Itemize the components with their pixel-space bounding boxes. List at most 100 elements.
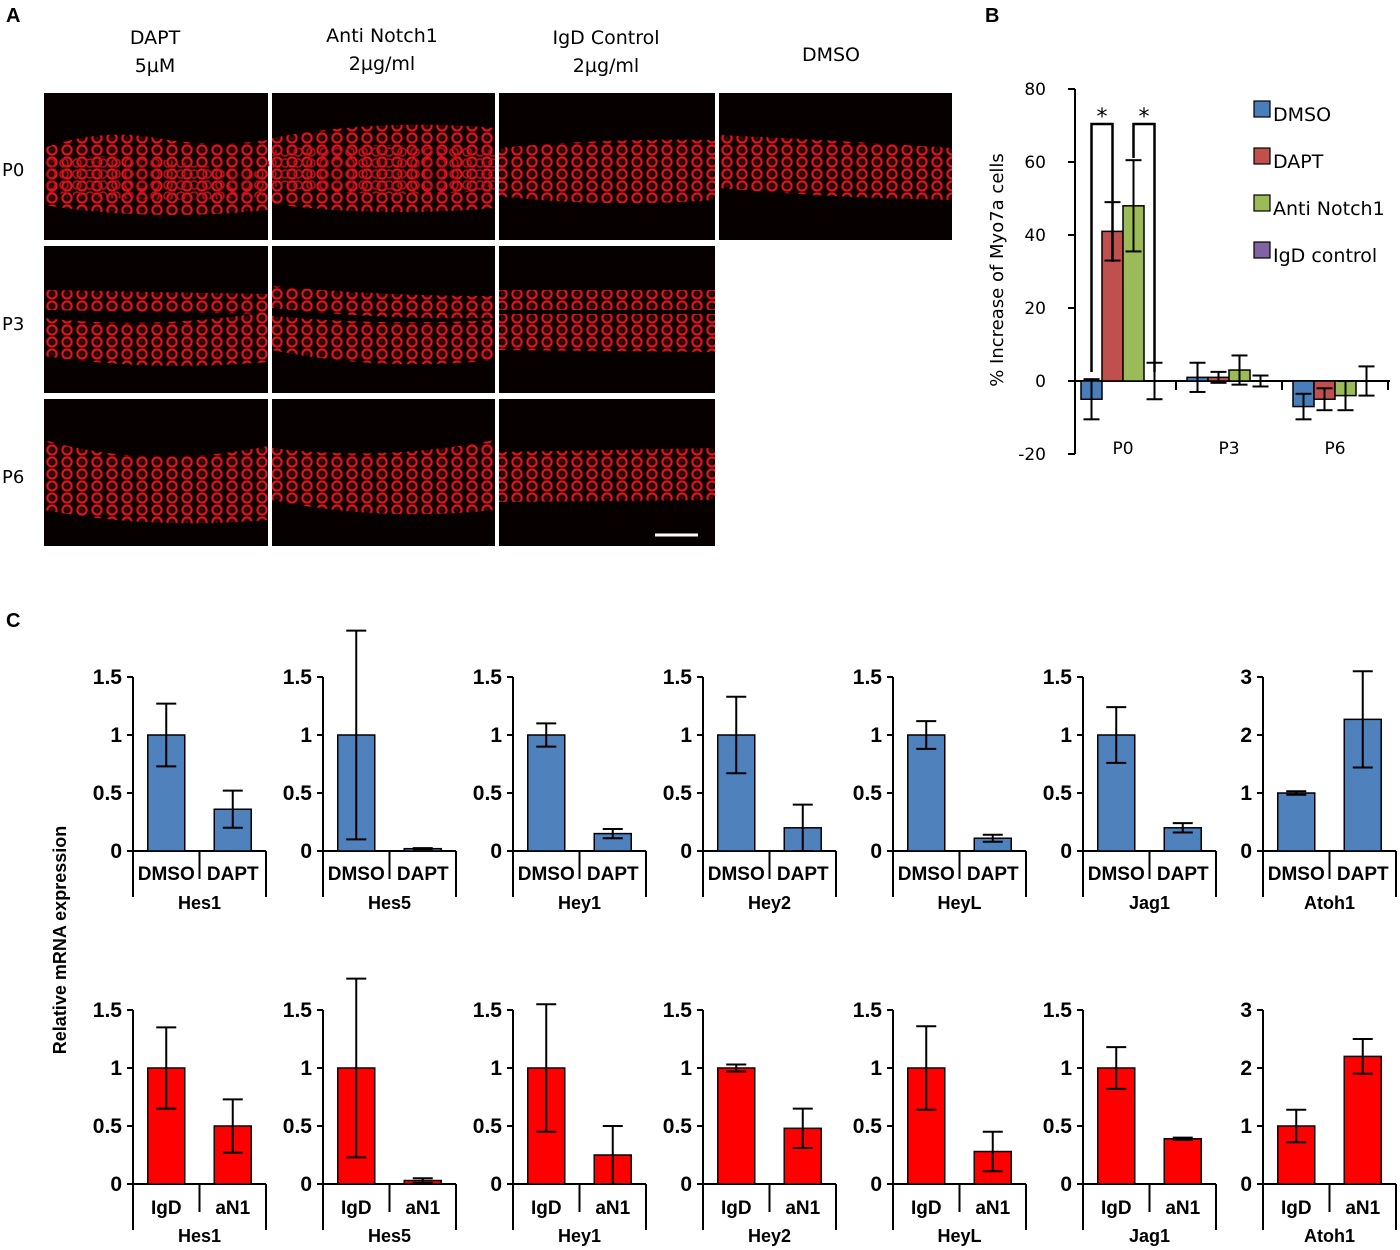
y-tick-label: 1.5 xyxy=(473,666,503,689)
x-category-label: aN1 xyxy=(1345,1198,1380,1219)
gene-label: Hey1 xyxy=(558,893,601,913)
subchart-hey2: 0 0.5 1 1.5 IgD aN1 Hey2 xyxy=(663,999,837,1246)
y-tick-label: 2 xyxy=(1240,724,1252,747)
x-category-label: DMSO xyxy=(138,864,195,885)
x-category-label: DAPT xyxy=(1157,864,1209,885)
y-tick-label: 1.5 xyxy=(93,666,123,689)
gene-label: HeyL xyxy=(937,1226,981,1246)
micrograph-dapt-p6 xyxy=(44,399,268,546)
gene-label: Hes5 xyxy=(368,893,411,913)
x-category-label: IgD xyxy=(721,1198,752,1219)
y-tick-label: 0 xyxy=(490,840,502,863)
y-tick-label: 0.5 xyxy=(663,782,693,805)
y-tick-label: 1 xyxy=(1240,1115,1252,1138)
y-tick-label: 0 xyxy=(110,1173,122,1196)
legend-swatch xyxy=(1253,241,1271,259)
micrograph-igd-control-p6 xyxy=(499,399,715,546)
subchart-heyl: 0 0.5 1 1.5 DMSO DAPT HeyL xyxy=(853,666,1027,913)
y-tick-label: 0 xyxy=(1240,1173,1252,1196)
y-tick-label: 1 xyxy=(110,1057,122,1080)
y-tick-label: 0.5 xyxy=(473,782,503,805)
row-label-p0: P0 xyxy=(2,160,24,181)
y-tick-label: 0 xyxy=(680,840,692,863)
gene-label: Hes5 xyxy=(368,1226,411,1246)
x-tick-label: P0 xyxy=(1112,439,1133,459)
column-title-line1: DMSO xyxy=(802,44,860,66)
y-tick-label: 1 xyxy=(300,724,312,747)
legend-label: Anti Notch1 xyxy=(1273,198,1385,220)
x-category-label: DMSO xyxy=(708,864,765,885)
x-category-label: aN1 xyxy=(975,1198,1010,1219)
gene-label: Hey2 xyxy=(748,1226,791,1246)
column-title-line1: Anti Notch1 xyxy=(326,25,438,47)
y-tick-label: 2 xyxy=(1240,1057,1252,1080)
micrograph-anti-notch1-p3 xyxy=(272,246,495,393)
subchart-hes1: 0 0.5 1 1.5 DMSO DAPT Hes1 xyxy=(93,666,267,913)
y-tick-label: 1 xyxy=(490,724,502,747)
y-tick-label: 40 xyxy=(1024,226,1046,246)
x-category-label: DAPT xyxy=(397,864,449,885)
x-category-label: DMSO xyxy=(328,864,385,885)
x-category-label: DAPT xyxy=(1337,864,1389,885)
y-tick-label: 0 xyxy=(680,1173,692,1196)
x-category-label: DMSO xyxy=(518,864,575,885)
bar-dmso xyxy=(907,734,946,852)
y-tick-label: 60 xyxy=(1024,153,1046,173)
panel-c: C Relative mRNA expression 0 0.5 1 1.5 DMSO D… xyxy=(6,610,1397,1246)
micrograph-igd-control-p3 xyxy=(499,246,715,393)
subchart-jag1: 0 0.5 1 1.5 IgD aN1 Jag1 xyxy=(1043,999,1217,1246)
chart-b: -20 0 20 40 60 80 P0 P3 P6 % Increase of Myo7a ce… xyxy=(987,80,1390,465)
micrograph-dapt-p3 xyxy=(44,246,268,393)
column-title-igd-control: IgD Control 2µg/ml xyxy=(552,27,659,77)
x-category-label: IgD xyxy=(341,1198,372,1219)
bar-an1 xyxy=(1163,1138,1202,1185)
y-axis-title: % Increase of Myo7a cells xyxy=(987,153,1008,387)
row-label-p3: P3 xyxy=(2,314,24,335)
x-category-label: DMSO xyxy=(898,864,955,885)
x-category-label: DAPT xyxy=(587,864,639,885)
subchart-hey1: 0 0.5 1 1.5 DMSO DAPT Hey1 xyxy=(473,666,647,913)
subchart-atoh1: 0 1 2 3 IgD aN1 Atoh1 xyxy=(1240,999,1397,1246)
y-tick-label: 1 xyxy=(1060,1057,1072,1080)
y-tick-label: 1 xyxy=(1240,782,1252,805)
gene-label: Hes1 xyxy=(178,1226,221,1246)
y-tick-label: 1.5 xyxy=(663,999,693,1022)
y-tick-label: 0 xyxy=(490,1173,502,1196)
y-tick-label: 1.5 xyxy=(663,666,693,689)
subchart-hes5: 0 0.5 1 1.5 DMSO DAPT Hes5 xyxy=(283,629,457,913)
x-tick-label: P6 xyxy=(1324,439,1345,459)
y-tick-label: 3 xyxy=(1240,666,1252,689)
column-title-line2: 2µg/ml xyxy=(573,55,639,77)
y-tick-label: 0.5 xyxy=(1043,782,1073,805)
bar-dmso xyxy=(1277,792,1316,852)
y-tick-label: 0 xyxy=(300,1173,312,1196)
y-tick-label: 20 xyxy=(1024,299,1046,319)
y-tick-label: 0 xyxy=(300,840,312,863)
x-category-label: aN1 xyxy=(785,1198,820,1219)
legend-swatch xyxy=(1253,100,1271,118)
y-tick-label: 0.5 xyxy=(473,1115,503,1138)
y-tick-label: 1 xyxy=(1060,724,1072,747)
panel-c-y-axis-title: Relative mRNA expression xyxy=(50,826,70,1054)
x-category-label: aN1 xyxy=(405,1198,440,1219)
micrograph-grid xyxy=(44,93,952,546)
gene-label: Jag1 xyxy=(1129,1226,1170,1246)
column-title-anti-notch1: Anti Notch1 2µg/ml xyxy=(326,25,438,75)
micrograph-anti-notch1-p0 xyxy=(272,93,495,240)
y-tick-label: 0.5 xyxy=(283,782,313,805)
column-title-dapt: DAPT 5µM xyxy=(130,27,181,77)
y-tick-label: 0.5 xyxy=(663,1115,693,1138)
subchart-atoh1: 0 1 2 3 DMSO DAPT Atoh1 xyxy=(1240,666,1397,913)
legend-label: DMSO xyxy=(1273,104,1331,126)
y-tick-label: 3 xyxy=(1240,999,1252,1022)
column-title-line1: IgD Control xyxy=(552,27,659,49)
x-category-label: DAPT xyxy=(777,864,829,885)
y-tick-label: 0.5 xyxy=(283,1115,313,1138)
y-tick-label: 1.5 xyxy=(473,999,503,1022)
y-tick-label: 0 xyxy=(110,840,122,863)
y-tick-label: -20 xyxy=(1018,445,1046,465)
y-tick-label: 1.5 xyxy=(853,999,883,1022)
y-tick-label: 1.5 xyxy=(1043,999,1073,1022)
legend-swatch xyxy=(1253,194,1271,212)
